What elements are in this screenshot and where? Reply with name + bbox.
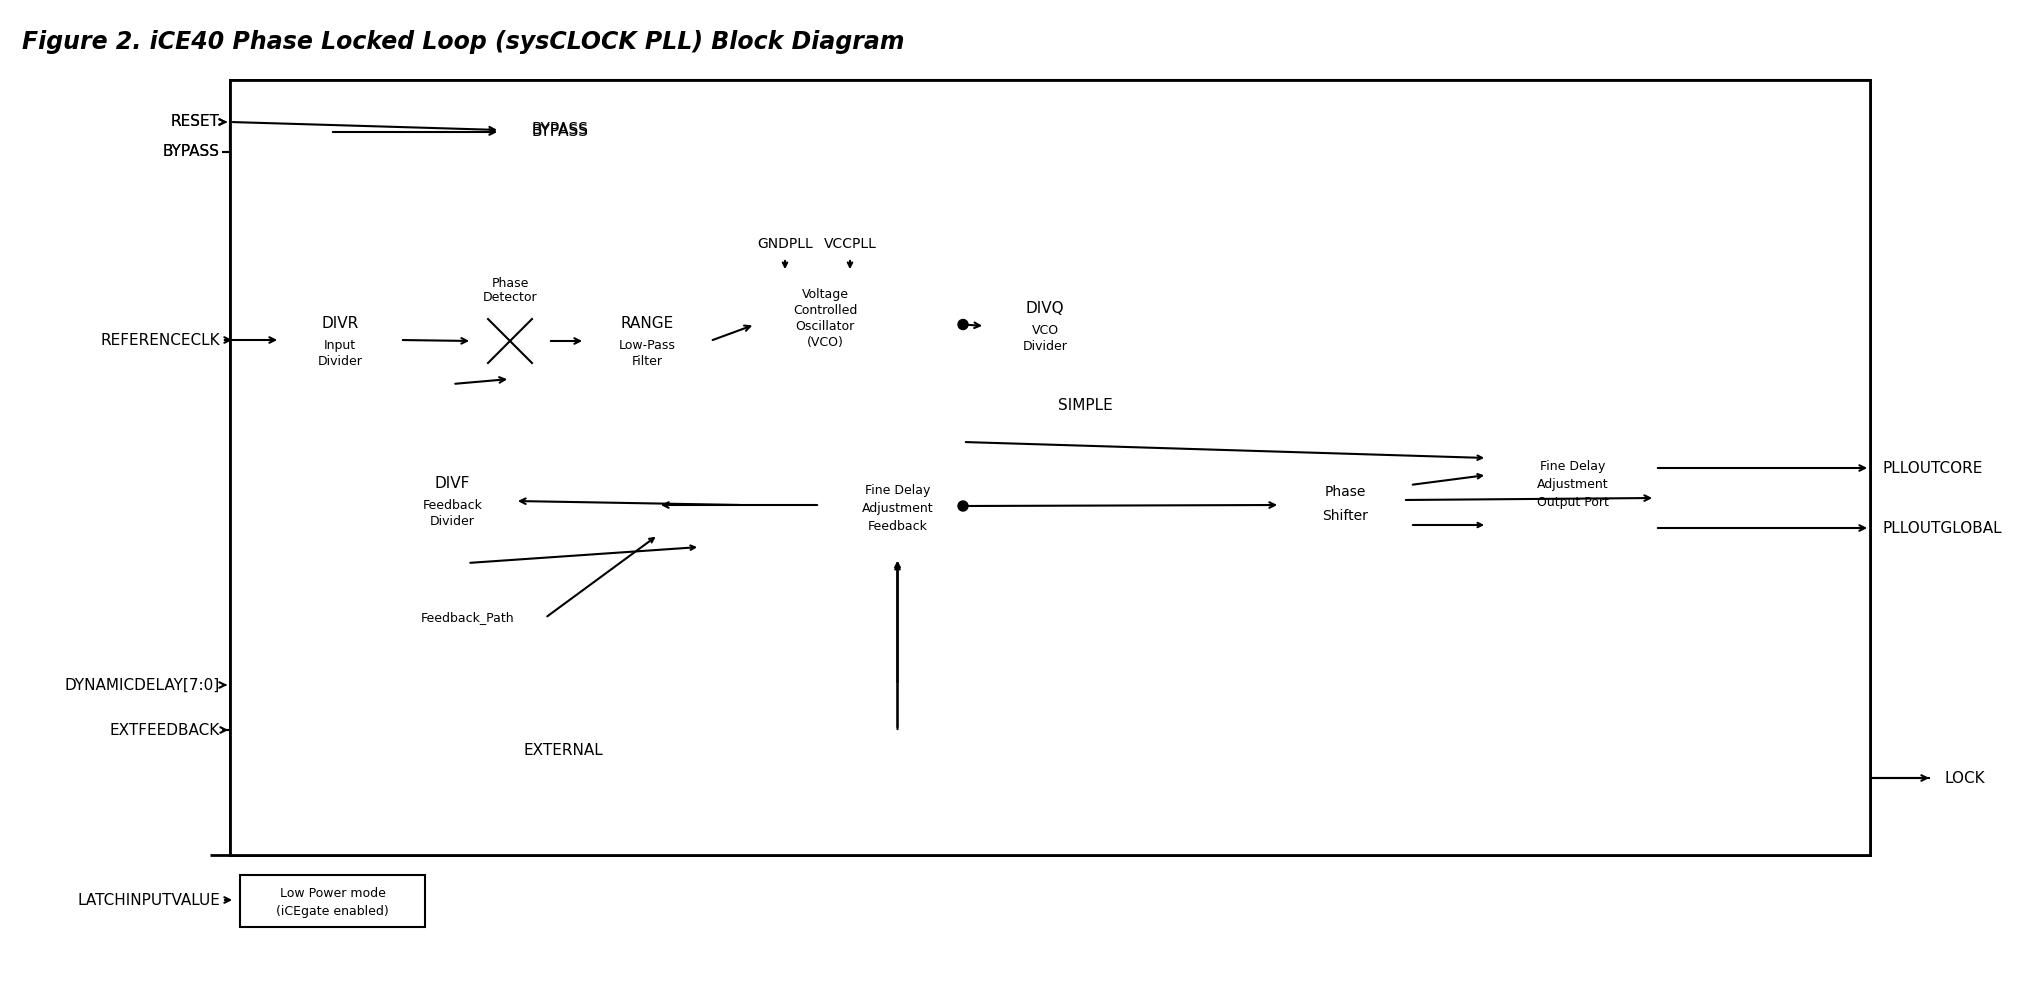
Bar [391, 465, 515, 537]
Text: EXTERNAL: EXTERNAL [525, 743, 604, 758]
Bar [1491, 438, 1656, 558]
Bar [1279, 460, 1410, 550]
Text: SIMPLE: SIMPLE [1058, 397, 1113, 413]
Bar [500, 110, 620, 154]
Text: PLLOUTCORE: PLLOUTCORE [1881, 460, 1983, 475]
Text: Fine Delay: Fine Delay [1540, 459, 1605, 472]
Bar [230, 80, 1869, 855]
Bar [500, 108, 620, 152]
Text: REFERENCECLK: REFERENCECLK [100, 333, 220, 348]
Bar [755, 272, 895, 377]
Bar [820, 468, 974, 558]
Text: Output Port: Output Port [1536, 496, 1609, 509]
Text: Phase: Phase [492, 277, 529, 289]
Circle shape [472, 303, 547, 379]
Text: RANGE: RANGE [620, 315, 673, 331]
Text: Divider: Divider [429, 515, 474, 528]
Text: VCCPLL: VCCPLL [824, 237, 877, 251]
Text: Voltage: Voltage [801, 288, 848, 300]
Text: LOCK: LOCK [1945, 771, 1985, 785]
Text: BYPASS: BYPASS [531, 123, 588, 137]
Text: PLLOUTGLOBAL: PLLOUTGLOBAL [1881, 521, 2001, 535]
Circle shape [958, 319, 968, 330]
Text: Shifter: Shifter [1322, 509, 1369, 523]
Text: Input: Input [323, 339, 356, 352]
Bar [391, 598, 545, 638]
Bar [230, 80, 1869, 855]
Text: Adjustment: Adjustment [862, 502, 934, 515]
Text: Detector: Detector [482, 290, 537, 303]
Text: Filter: Filter [633, 355, 663, 368]
Bar [240, 875, 425, 927]
Text: Feedback: Feedback [423, 499, 482, 512]
Text: (iCEgate enabled): (iCEgate enabled) [277, 904, 388, 918]
Text: EXTFEEDBACK: EXTFEEDBACK [110, 722, 220, 737]
Text: BYPASS: BYPASS [163, 144, 220, 159]
Text: Phase: Phase [1324, 485, 1365, 499]
Text: RESET: RESET [171, 115, 220, 129]
Text: LATCHINPUTVALUE: LATCHINPUTVALUE [77, 892, 220, 908]
Text: Low Power mode: Low Power mode [279, 886, 384, 899]
Text: BYPASS: BYPASS [531, 124, 588, 139]
Text: DYNAMICDELAY[7:0]: DYNAMICDELAY[7:0] [65, 678, 220, 693]
Text: DIVF: DIVF [435, 475, 470, 490]
Text: VCO: VCO [1031, 323, 1058, 337]
Text: Fine Delay: Fine Delay [864, 483, 930, 497]
Text: Divider: Divider [317, 355, 362, 368]
Text: Feedback_Path: Feedback_Path [421, 612, 515, 624]
Text: DIVR: DIVR [321, 315, 358, 331]
Bar [984, 290, 1104, 362]
Circle shape [958, 501, 968, 511]
Bar [281, 305, 401, 377]
Text: (VCO): (VCO) [807, 336, 844, 349]
Text: RESET: RESET [171, 115, 220, 129]
Text: Divider: Divider [1023, 340, 1068, 353]
Bar [586, 305, 710, 377]
Text: Feedback: Feedback [869, 520, 928, 533]
Text: Oscillator: Oscillator [795, 319, 854, 333]
Text: Low-Pass: Low-Pass [618, 339, 675, 352]
Text: Controlled: Controlled [793, 303, 856, 316]
Text: DIVQ: DIVQ [1025, 300, 1064, 315]
Text: Adjustment: Adjustment [1538, 477, 1609, 490]
Text: BYPASS: BYPASS [163, 144, 220, 159]
Text: GNDPLL: GNDPLL [757, 237, 814, 251]
Text: Figure 2. iCE40 Phase Locked Loop (sysCLOCK PLL) Block Diagram: Figure 2. iCE40 Phase Locked Loop (sysCL… [22, 30, 905, 54]
